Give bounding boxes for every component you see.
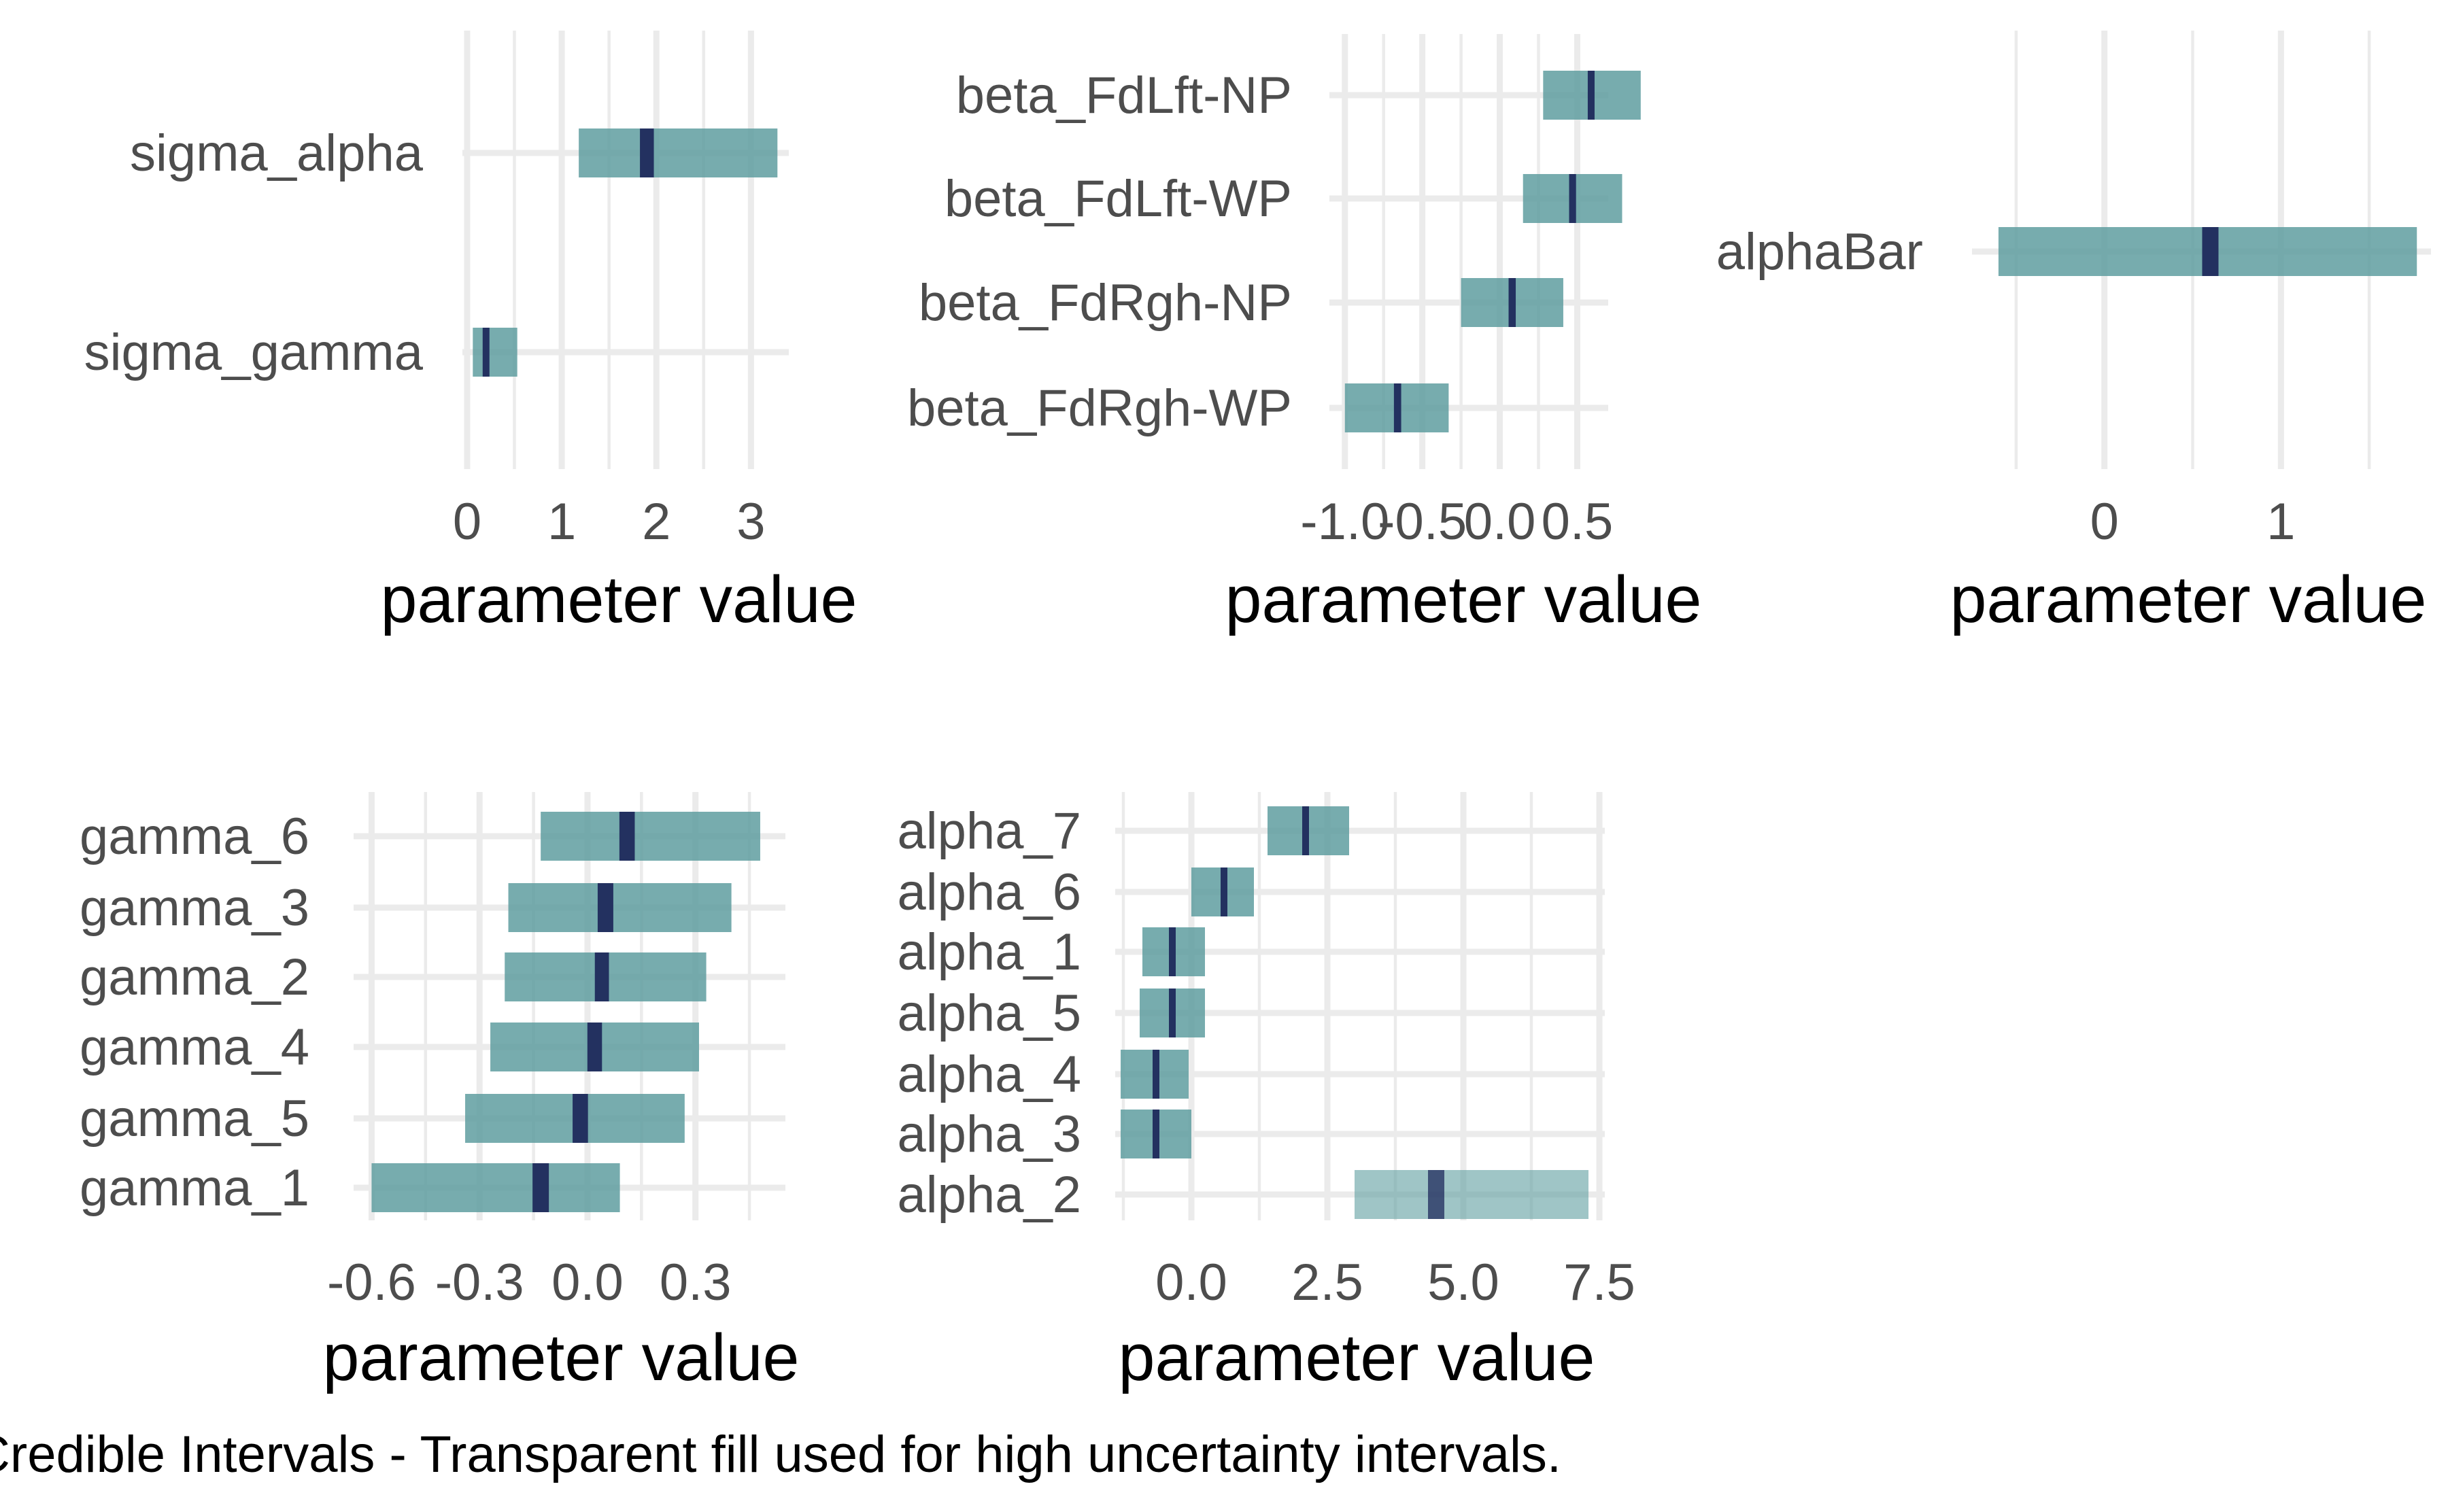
- x-tick-label: 2.5: [1291, 1254, 1363, 1311]
- median-marker: [532, 1163, 549, 1212]
- parameter-label: alpha_6: [898, 863, 1082, 921]
- x-tick-label: -0.3: [435, 1254, 524, 1311]
- x-tick-label: 2: [642, 493, 670, 551]
- parameter-label: alpha_2: [898, 1166, 1082, 1224]
- x-tick-label: -0.5: [1378, 493, 1467, 551]
- median-marker: [1508, 278, 1516, 327]
- parameter-label: beta_FdLft-WP: [945, 170, 1292, 228]
- figure-caption: Credible Intervals - Transparent fill us…: [0, 1426, 1561, 1483]
- parameter-label: beta_FdRgh-NP: [919, 274, 1292, 332]
- parameter-label: alpha_7: [898, 802, 1082, 860]
- parameter-label: sigma_alpha: [130, 124, 424, 182]
- median-marker: [1569, 174, 1576, 223]
- x-tick-label: 0: [453, 493, 481, 551]
- parameter-label: gamma_2: [80, 948, 309, 1006]
- interval-bar: [473, 328, 517, 377]
- median-marker: [619, 812, 635, 861]
- x-axis-title: parameter value: [1950, 562, 2427, 636]
- x-tick-label: 0.5: [1542, 493, 1614, 551]
- x-axis-title: parameter value: [1119, 1320, 1595, 1394]
- median-marker: [1153, 1110, 1159, 1158]
- x-axis-title: parameter value: [1225, 562, 1702, 636]
- median-marker: [1221, 867, 1227, 916]
- x-tick-label: 0: [2090, 493, 2119, 551]
- parameter-label: alpha_3: [898, 1105, 1082, 1163]
- interval-bar: [371, 1163, 620, 1212]
- parameter-label: gamma_4: [80, 1018, 309, 1076]
- parameter-label: gamma_1: [80, 1159, 309, 1217]
- interval-panel: sigma_alpha sigma_gamma 0 1 2 3 parameter valu…: [84, 31, 857, 636]
- x-tick-label: 7.5: [1563, 1254, 1635, 1311]
- median-marker: [1153, 1050, 1159, 1099]
- median-marker: [587, 1023, 602, 1071]
- x-tick-label: 1: [547, 493, 576, 551]
- median-marker: [573, 1094, 588, 1143]
- x-axis-title: parameter value: [381, 562, 857, 636]
- interval-panels: sigma_alpha sigma_gamma 0 1 2 3 parameter valu…: [80, 31, 2431, 1394]
- interval-panel: alpha_7alpha_6alpha_1alpha_5alpha_4alpha…: [898, 792, 1635, 1394]
- x-tick-label: 3: [736, 493, 765, 551]
- median-marker: [1302, 806, 1309, 855]
- parameter-label: alpha_5: [898, 984, 1082, 1042]
- x-tick-label: -0.6: [327, 1254, 416, 1311]
- x-tick-label: 1: [2266, 493, 2295, 551]
- x-tick-label: -1.0: [1300, 493, 1389, 551]
- median-marker: [1393, 383, 1401, 432]
- median-marker: [1169, 927, 1176, 976]
- parameter-label: alpha_4: [898, 1046, 1082, 1103]
- x-axis-title: parameter value: [323, 1320, 800, 1394]
- x-tick-label: 0.3: [660, 1254, 732, 1311]
- x-tick-label: 5.0: [1427, 1254, 1499, 1311]
- interval-bar: [508, 883, 732, 932]
- parameter-label: beta_FdLft-NP: [956, 67, 1292, 124]
- parameter-label: sigma_gamma: [84, 324, 424, 381]
- x-tick-label: 0.0: [1464, 493, 1536, 551]
- interval-bar: [1355, 1170, 1588, 1219]
- median-marker: [482, 328, 490, 377]
- median-marker: [1169, 989, 1176, 1037]
- x-tick-label: 0.0: [551, 1254, 624, 1311]
- interval-bar: [579, 128, 778, 177]
- parameter-label: beta_FdRgh-WP: [907, 379, 1292, 437]
- interval-panel: alphaBar 0 1 parameter value: [1716, 31, 2431, 636]
- parameter-label: gamma_6: [80, 808, 309, 865]
- interval-panel: beta_FdLft-NP beta_FdLft-WP beta_FdRgh-NPb…: [907, 34, 1702, 636]
- parameter-label: alphaBar: [1716, 223, 1923, 281]
- median-marker: [594, 952, 609, 1001]
- x-tick-label: 0.0: [1155, 1254, 1227, 1311]
- median-marker: [1587, 71, 1595, 120]
- parameter-label: alpha_1: [898, 923, 1082, 981]
- interval-bar: [541, 812, 760, 861]
- median-marker: [2202, 227, 2219, 276]
- median-marker: [597, 883, 613, 932]
- median-marker: [1428, 1170, 1444, 1219]
- parameter-label: gamma_5: [80, 1090, 309, 1148]
- median-marker: [640, 128, 654, 177]
- interval-panel: gamma_6 gamma_3 gamma_2 gamma_4 gamma_5gamma…: [80, 792, 799, 1394]
- parameter-label: gamma_3: [80, 879, 309, 937]
